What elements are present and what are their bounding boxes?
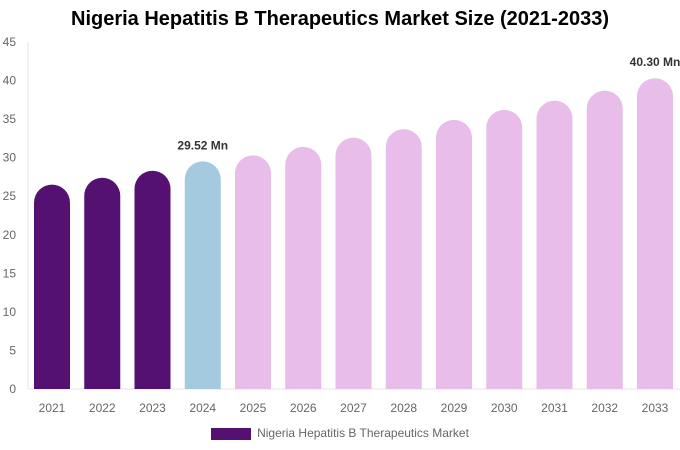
x-tick-label: 2032	[591, 401, 618, 415]
legend-swatch	[211, 427, 252, 440]
x-tick-label: 2030	[491, 401, 518, 415]
legend-label: Nigeria Hepatitis B Therapeutics Market	[257, 426, 469, 440]
y-tick-label: 20	[3, 228, 17, 242]
y-tick-label: 40	[3, 74, 17, 88]
x-tick-label: 2026	[290, 401, 317, 415]
data-label: 40.30 Mn	[630, 55, 680, 69]
y-tick-label: 0	[9, 382, 16, 396]
x-tick-label: 2028	[390, 401, 417, 415]
y-tick-label: 5	[9, 343, 16, 357]
x-tick-label: 2033	[642, 401, 669, 415]
bar-2029	[436, 119, 472, 390]
bar-2027	[335, 137, 372, 389]
bar-2028	[385, 129, 422, 389]
x-tick-label: 2025	[240, 401, 267, 415]
chart-title: Nigeria Hepatitis B Therapeutics Market …	[71, 8, 609, 30]
bar-2032	[586, 90, 623, 389]
bar-2033	[637, 78, 673, 390]
x-tick-label: 2021	[39, 401, 66, 415]
x-tick-label: 2031	[541, 401, 568, 415]
data-label: 29.52 Mn	[177, 138, 228, 152]
bar-2023	[134, 170, 171, 389]
bar-2021	[34, 184, 70, 389]
legend: Nigeria Hepatitis B Therapeutics Market	[0, 426, 680, 440]
bar-2024	[184, 161, 221, 389]
x-tick-label: 2022	[89, 401, 116, 415]
y-tick-label: 35	[3, 112, 17, 126]
x-tick-label: 2027	[340, 401, 367, 415]
y-tick-label: 15	[3, 266, 17, 280]
bar-2031	[536, 100, 573, 390]
y-tick-label: 10	[3, 305, 17, 319]
bar-2026	[285, 146, 322, 389]
bar-2030	[486, 109, 523, 389]
y-tick-label: 30	[3, 151, 17, 165]
y-tick-label: 45	[3, 35, 17, 49]
x-tick-label: 2029	[441, 401, 468, 415]
bar-2022	[84, 177, 121, 389]
x-tick-label: 2024	[189, 401, 216, 415]
bar-2025	[235, 155, 271, 389]
y-tick-label: 25	[3, 189, 17, 203]
x-tick-label: 2023	[139, 401, 166, 415]
